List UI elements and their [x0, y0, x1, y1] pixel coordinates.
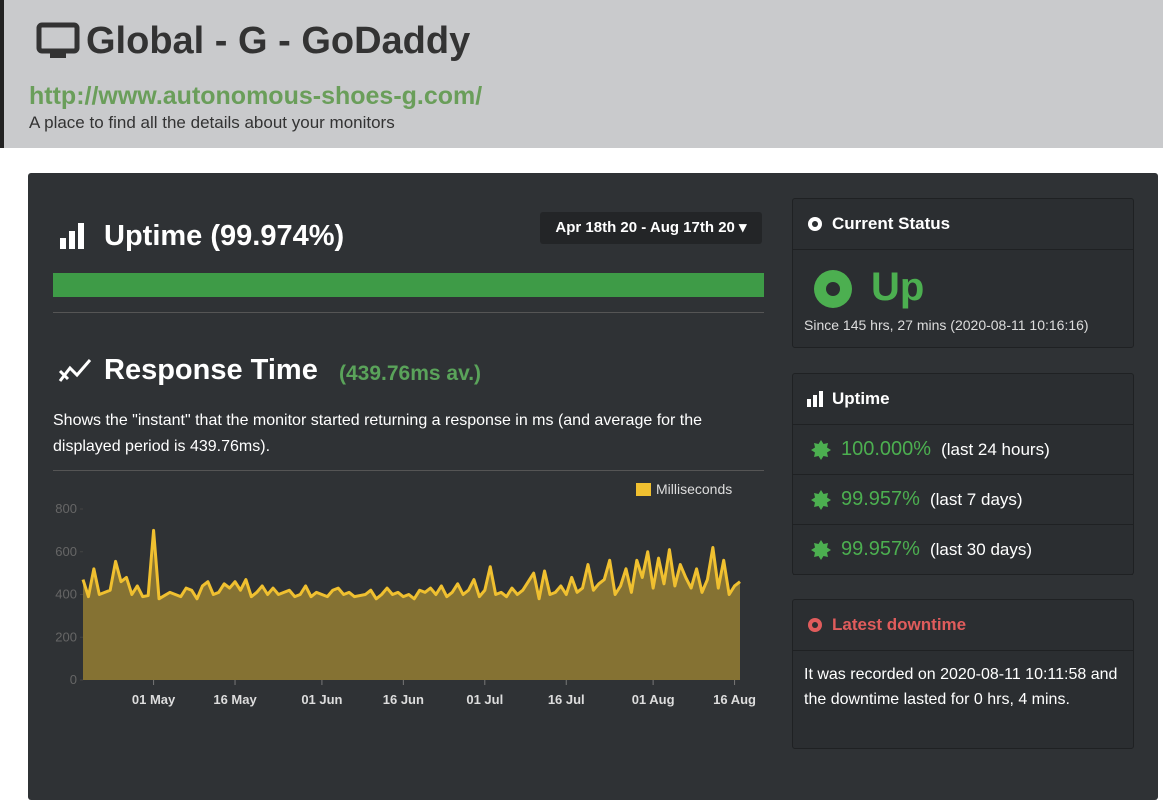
- uptime-row: 99.957% (last 30 days): [793, 525, 1133, 575]
- y-tick-label: 400: [55, 587, 77, 602]
- uptime-rows: 100.000% (last 24 hours) 99.957% (last 7 da…: [793, 425, 1133, 575]
- downtime-text: It was recorded on 2020-08-11 10:11:58 a…: [804, 666, 1118, 708]
- bars-icon: [807, 391, 823, 407]
- header: Global - G - GoDaddy http://www.autonomo…: [0, 0, 1163, 148]
- y-tick-label: 200: [55, 629, 77, 644]
- card-header: Latest downtime: [793, 600, 1133, 651]
- y-tick-label: 0: [70, 672, 77, 687]
- monitor-icon: [36, 22, 80, 58]
- card-title: Current Status: [832, 214, 951, 233]
- card-header: Current Status: [793, 199, 1133, 250]
- downtime-card: Latest downtime It was recorded on 2020-…: [792, 599, 1134, 749]
- monitor-url[interactable]: http://www.autonomous-shoes-g.com/: [29, 82, 483, 110]
- x-tick-label: 16 May: [213, 692, 257, 707]
- badge-icon: [811, 439, 831, 460]
- divider: [53, 470, 764, 471]
- response-description: Shows the "instant" that the monitor sta…: [53, 412, 703, 455]
- x-tick-label: 01 Jul: [466, 692, 503, 707]
- line: [81, 528, 741, 601]
- status: Up: [871, 265, 925, 309]
- card-title: Latest downtime: [832, 615, 967, 634]
- y-tick-label: 800: [55, 501, 77, 516]
- date-range: Apr 18th 20 - Aug 17th 20: [555, 219, 735, 236]
- subtitle: A place to find all the details about yo…: [29, 113, 395, 132]
- legend-swatch: [636, 483, 651, 496]
- response-average: (439.76ms av.): [339, 362, 482, 385]
- x-tick-label: 16 Jun: [383, 692, 424, 707]
- monitor-title: Global - G - GoDaddy: [86, 20, 471, 62]
- x-tick-label: 01 Jun: [301, 692, 342, 707]
- line-icon: [58, 359, 92, 382]
- status-since: Since 145 hrs, 27 mins (2020-08-11 10:16…: [804, 317, 1089, 333]
- x-tick-label: 01 May: [132, 692, 176, 707]
- badge-icon: [811, 489, 831, 510]
- x-tick-label: 01 Aug: [632, 692, 675, 707]
- uptime-card: Uptime 100.000% (last 24 hours) 99.957% (la…: [792, 373, 1134, 575]
- uptime-value: 99.957%: [841, 538, 920, 560]
- divider: [53, 312, 764, 313]
- uptime-period: (last 24 hours): [941, 439, 1050, 459]
- status-card: Current Status Up Since 145 hrs, 27 mins…: [792, 198, 1134, 348]
- x-tick-label: 16 Aug: [713, 692, 756, 707]
- dot-icon: [808, 217, 822, 231]
- card-title: Uptime: [832, 389, 890, 408]
- dot-icon: [808, 618, 822, 632]
- response-chart: 0 200 400 600 800 01 May 16 May 01 Jun 16 Jun 01 …: [55, 481, 756, 707]
- date-range-picker[interactable]: Apr 18th 20 - Aug 17th 20 ▾: [540, 212, 762, 244]
- legend-label: Milliseconds: [656, 481, 732, 497]
- bars-icon: [60, 223, 84, 249]
- uptime-row: 99.957% (last 7 days): [793, 475, 1133, 525]
- area: [83, 530, 740, 680]
- uptime-bar: [53, 273, 764, 297]
- response-title: Response Time: [104, 354, 318, 386]
- badge-icon: [811, 539, 831, 560]
- uptime-period: (last 7 days): [929, 489, 1023, 509]
- uptime-period: (last 30 days): [929, 539, 1033, 559]
- y-tick-label: 600: [55, 544, 77, 559]
- uptime-title: Uptime (99.974%): [104, 220, 345, 252]
- up-icon: [814, 270, 852, 308]
- card-header: Uptime: [793, 374, 1133, 425]
- uptime-row: 100.000% (last 24 hours): [793, 425, 1133, 475]
- uptime-value: 100.000%: [841, 438, 932, 460]
- uptime-value: 99.957%: [841, 488, 920, 510]
- x-tick-label: 16 Jul: [548, 692, 585, 707]
